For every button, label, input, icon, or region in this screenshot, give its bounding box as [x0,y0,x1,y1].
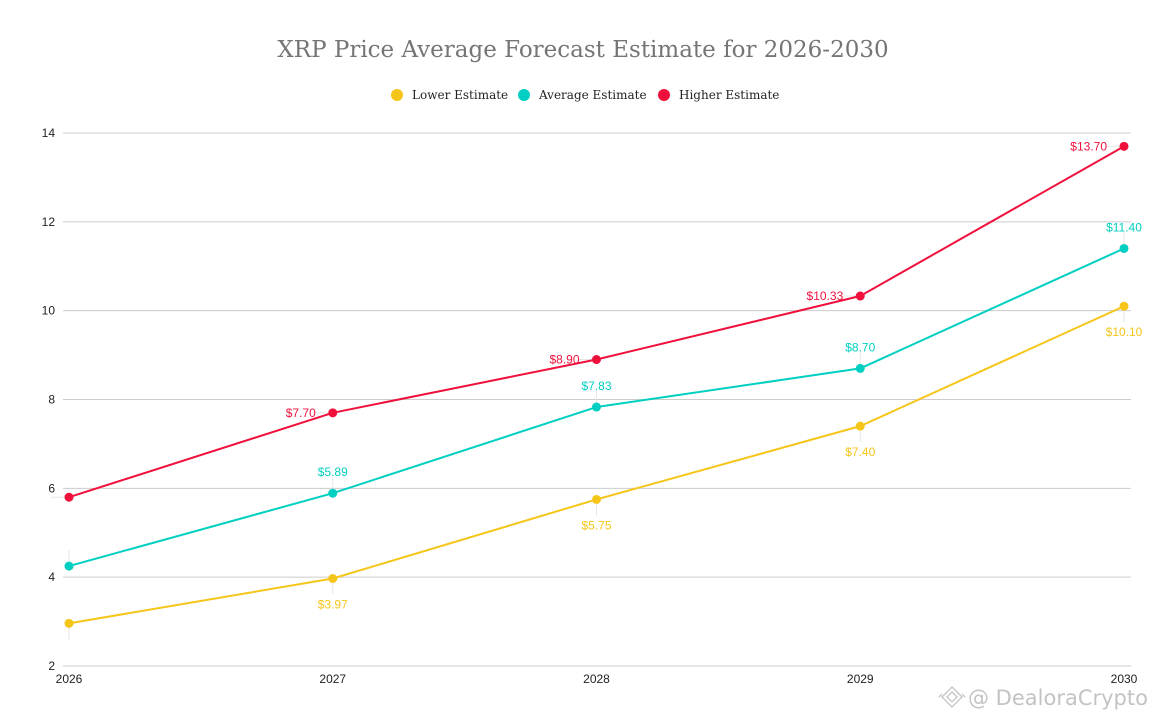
data-point[interactable] [64,561,74,571]
legend-swatch [658,89,670,101]
data-point[interactable] [592,494,601,504]
binance-logo-icon [938,686,966,708]
x-tick-label: 2026 [56,672,83,686]
gridlines [63,132,1131,667]
series-higher-estimate [64,141,1129,502]
legend-item-higher-estimate[interactable]: Higher Estimate [658,88,779,102]
series-line-higher-estimate [68,145,1125,499]
data-point[interactable] [855,421,865,431]
data-point[interactable] [328,573,338,583]
watermark: @ DealoraCrypto [938,686,1148,710]
data-label: $11.40 [1106,220,1142,234]
y-tick-label: 6 [48,481,55,495]
data-point[interactable] [64,618,74,628]
data-labels: $3.97 $5.75 $7.40 $10.10 $5.89 $7.83 $8.70 $11.… [286,139,1143,611]
data-point[interactable] [328,408,338,418]
data-label: $13.70 [1070,139,1107,153]
series-group [64,141,1129,628]
data-point[interactable] [855,291,865,301]
data-label: $5.75 [581,518,611,532]
y-tick-label: 4 [48,570,55,584]
x-axis: 2026 2027 2028 2029 2030 [56,672,1138,686]
data-label: $7.83 [581,379,611,393]
data-point[interactable] [328,488,338,498]
data-point[interactable] [1119,141,1129,151]
series-line-lower-estimate [68,305,1125,625]
watermark-text: @ DealoraCrypto [968,686,1148,710]
data-label: $10.33 [807,289,844,303]
legend-item-average-estimate[interactable]: Average Estimate [518,88,647,102]
series-lower-estimate [64,301,1129,628]
data-point[interactable] [1119,243,1129,253]
y-tick-label: 8 [48,393,55,407]
y-tick-label: 12 [42,215,56,229]
label-leaders [51,145,1125,640]
data-label: $8.70 [845,340,875,354]
data-label: $5.89 [318,465,348,479]
legend-item-lower-estimate[interactable]: Lower Estimate [391,88,508,102]
legend-label: Lower Estimate [412,88,508,102]
x-tick-label: 2029 [847,672,874,686]
data-label: $8.90 [549,353,579,367]
x-tick-label: 2027 [319,672,346,686]
legend: Lower Estimate Average Estimate Higher Est… [391,88,779,102]
data-label: $7.40 [845,445,875,459]
legend-swatch [391,89,403,101]
x-tick-label: 2030 [1111,672,1138,686]
data-label: $10.10 [1106,325,1143,339]
y-tick-label: 2 [48,659,55,673]
data-label: $7.70 [286,406,316,420]
chart-title: XRP Price Average Forecast Estimate for … [277,37,888,63]
data-point[interactable] [64,492,74,502]
x-tick-label: 2028 [583,672,610,686]
series-average-estimate [64,243,1129,571]
data-label: $3.97 [318,597,348,611]
y-axis: 2 4 6 8 10 12 14 [42,126,56,673]
legend-label: Average Estimate [538,88,647,102]
data-point[interactable] [592,402,601,412]
data-point[interactable] [592,355,601,365]
data-point[interactable] [855,363,865,373]
legend-swatch [518,89,530,101]
y-tick-label: 14 [42,126,56,140]
legend-label: Higher Estimate [679,88,779,102]
y-tick-label: 10 [42,304,56,318]
data-point[interactable] [1119,301,1129,311]
